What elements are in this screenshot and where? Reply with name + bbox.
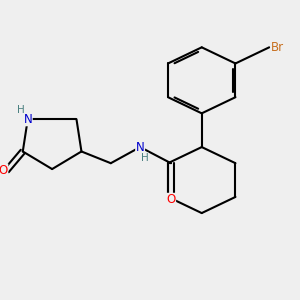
Text: N: N	[136, 141, 145, 154]
Text: O: O	[0, 164, 8, 177]
Text: O: O	[166, 194, 176, 206]
Text: Br: Br	[271, 41, 284, 54]
Text: N: N	[23, 113, 32, 126]
Text: H: H	[16, 104, 24, 115]
Text: H: H	[141, 153, 148, 163]
